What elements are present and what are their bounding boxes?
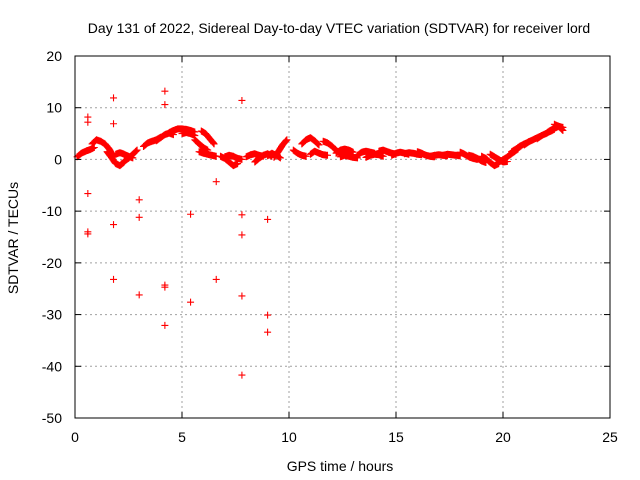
y-tick-label: -30 — [42, 307, 62, 323]
outlier-point — [135, 213, 143, 221]
outlier-point — [264, 215, 272, 223]
outlier-point — [161, 87, 169, 95]
curve-segment — [103, 148, 128, 170]
curve-segment — [306, 147, 331, 159]
outlier-points — [84, 87, 272, 379]
y-tick-label: -20 — [42, 255, 62, 271]
outlier-point — [84, 230, 92, 238]
outlier-point — [238, 371, 246, 379]
y-axis-label: SDTVAR / TECUs — [5, 182, 21, 294]
curve-marks — [197, 127, 218, 148]
outlier-point — [187, 298, 195, 306]
curve-segment — [197, 127, 218, 148]
curve-marks — [120, 146, 141, 165]
outlier-point — [110, 221, 118, 229]
curve-marks — [221, 151, 246, 163]
outlier-point — [110, 275, 118, 283]
curve-segment — [336, 151, 361, 162]
y-tick-label: 20 — [46, 48, 62, 64]
outlier-point — [161, 321, 169, 329]
x-tick-label: 5 — [178, 429, 186, 445]
outlier-point — [161, 101, 169, 109]
outlier-point — [212, 275, 220, 283]
outlier-point — [84, 190, 92, 198]
outlier-point — [84, 118, 92, 126]
curve-segment — [191, 136, 212, 154]
outlier-point — [238, 292, 246, 300]
curve-marks — [550, 120, 567, 134]
outlier-point — [110, 94, 118, 102]
outlier-point — [238, 96, 246, 104]
plot-frame — [74, 55, 611, 419]
y-tick-label: 10 — [46, 100, 62, 116]
curve-marks — [191, 136, 212, 154]
curve-marks — [73, 144, 98, 161]
curve-segment — [195, 148, 220, 160]
curve-marks — [298, 134, 323, 149]
outlier-point — [135, 196, 143, 204]
x-axis-label: GPS time / hours — [287, 458, 394, 474]
curve-segment — [270, 136, 291, 161]
x-tick-label: 15 — [388, 429, 404, 445]
y-tick-label: -50 — [42, 410, 62, 426]
curve-marks — [103, 148, 128, 170]
axis-ticks — [74, 55, 611, 419]
curve-marks — [478, 152, 503, 170]
outlier-point — [135, 291, 143, 299]
curve-segment — [478, 152, 503, 170]
curve-segment — [550, 120, 567, 134]
curve-marks — [332, 145, 357, 157]
curve-marks — [195, 148, 220, 160]
x-tick-labels: 0 5 10 15 20 25 — [71, 429, 618, 445]
y-tick-labels: -50 -40 -30 -20 -10 0 10 20 — [42, 48, 62, 426]
data-points — [73, 87, 567, 379]
curve-marks — [336, 151, 361, 162]
curve-marks — [306, 147, 331, 159]
curve-segment — [120, 146, 141, 165]
curve-marks — [465, 151, 490, 166]
x-tick-label: 10 — [281, 429, 297, 445]
curve-segment — [289, 146, 310, 160]
outlier-point — [264, 311, 272, 319]
curve-segment — [439, 150, 464, 160]
y-tick-label: -40 — [42, 358, 62, 374]
outlier-point — [187, 210, 195, 218]
curve-marks — [178, 129, 199, 140]
curve-marks — [362, 150, 387, 161]
x-tick-label: 20 — [495, 429, 511, 445]
outlier-point — [212, 178, 220, 186]
curve-marks — [289, 146, 310, 160]
curve-segment — [362, 150, 387, 161]
y-tick-label: -10 — [42, 203, 62, 219]
curve-segment — [178, 129, 199, 140]
x-tick-label: 0 — [71, 429, 79, 445]
curve-segment — [298, 134, 323, 149]
curve-segment — [465, 151, 490, 166]
curve-segment — [332, 145, 357, 157]
curve-marks — [439, 150, 464, 160]
outlier-point — [110, 120, 118, 128]
outlier-point — [264, 328, 272, 336]
curve-segment — [73, 144, 98, 161]
outlier-point — [161, 283, 169, 291]
x-tick-label: 25 — [602, 429, 618, 445]
outlier-point — [238, 211, 246, 219]
chart-title: Day 131 of 2022, Sidereal Day-to-day VTE… — [88, 20, 590, 36]
outlier-point — [238, 231, 246, 239]
grid-lines — [75, 56, 610, 418]
curve-marks — [270, 136, 291, 161]
curve-segment — [221, 151, 246, 163]
y-tick-label: 0 — [54, 151, 62, 167]
